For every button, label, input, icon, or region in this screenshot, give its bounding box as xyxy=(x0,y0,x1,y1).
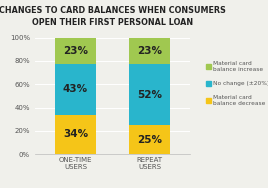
Bar xyxy=(129,38,170,64)
Text: 23%: 23% xyxy=(63,46,88,56)
Legend: Material card
balance increase, No change (±20%), Material card
balance decrease: Material card balance increase, No chang… xyxy=(206,61,268,106)
Bar xyxy=(55,64,96,114)
Bar xyxy=(129,64,170,125)
Text: 52%: 52% xyxy=(137,90,162,100)
Bar xyxy=(129,125,170,154)
Text: 23%: 23% xyxy=(137,46,162,56)
Bar xyxy=(55,38,96,64)
Text: CHANGES TO CARD BALANCES WHEN CONSUMERS
OPEN THEIR FIRST PERSONAL LOAN: CHANGES TO CARD BALANCES WHEN CONSUMERS … xyxy=(0,6,226,27)
Text: 43%: 43% xyxy=(63,84,88,94)
Bar xyxy=(55,114,96,154)
Text: 34%: 34% xyxy=(63,129,88,139)
Text: 25%: 25% xyxy=(137,135,162,145)
